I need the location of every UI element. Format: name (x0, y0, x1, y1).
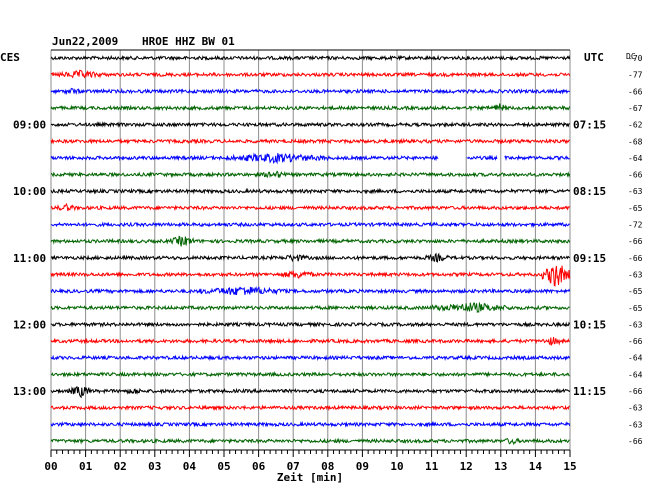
seismogram-trace (50, 420, 571, 428)
x-tick-label: 06 (252, 460, 266, 473)
left-hour-label: 12:00 (13, 318, 46, 331)
dc-label: DC (626, 52, 636, 61)
x-tick-label: 00 (44, 460, 57, 473)
x-tick-label: 10 (390, 460, 403, 473)
x-tick-label: 02 (114, 460, 127, 473)
dc-value-label: -64 (628, 154, 643, 163)
x-tick-label: 04 (183, 460, 197, 473)
x-tick-label: 09 (356, 460, 369, 473)
seismogram-trace (50, 235, 571, 247)
dc-value-label: -65 (628, 304, 643, 313)
dc-value-label: -67 (628, 104, 643, 113)
seismogram-trace (50, 404, 570, 412)
seismogram-trace (50, 385, 571, 399)
x-tick-label: 13 (494, 460, 507, 473)
left-hour-label: 10:00 (13, 185, 46, 198)
x-tick-label: 08 (321, 460, 334, 473)
seismogram-trace (50, 87, 570, 96)
dc-value-label: -64 (628, 354, 643, 363)
dc-value-label: -65 (628, 204, 643, 213)
x-tick-label: 05 (217, 460, 230, 473)
axis-labels: 00 01 02 03 04 05 06 07 08 09 10 11 12 13 14 15 -70 -77 -6… (13, 54, 643, 473)
dc-value-label: -77 (628, 71, 643, 80)
left-hour-label: 13:00 (13, 385, 46, 398)
x-tick-label: 07 (287, 460, 300, 473)
dc-value-label: -63 (628, 270, 643, 279)
x-tick-label: 15 (563, 460, 576, 473)
dc-value-label: -66 (628, 337, 643, 346)
dc-value-label: -68 (628, 137, 643, 146)
dc-value-label: -66 (628, 171, 643, 180)
seismogram-trace (50, 265, 571, 287)
x-tick-label: 14 (529, 460, 543, 473)
dc-value-label: -66 (628, 437, 643, 446)
x-axis-title: Zeit [min] (277, 471, 343, 484)
seismogram-trace (51, 170, 571, 179)
right-timezone-label: UTC (584, 51, 604, 64)
seismogram-trace (50, 54, 571, 62)
seismogram-trace (50, 252, 571, 263)
seismogram-trace (50, 437, 570, 446)
seismogram-trace (50, 321, 571, 328)
left-hour-label: 11:00 (13, 252, 46, 265)
seismogram-trace (50, 152, 570, 165)
dc-value-label: -65 (628, 287, 643, 296)
right-hour-label: 11:15 (573, 385, 606, 398)
seismogram-trace (50, 202, 571, 212)
right-hour-label: 08:15 (573, 185, 606, 198)
seismogram-trace (50, 337, 571, 347)
dc-value-label: -72 (628, 221, 643, 230)
seismogram-trace (50, 286, 571, 296)
seismogram-trace (50, 121, 570, 128)
dc-value-label: -63 (628, 420, 643, 429)
date-label: Jun22,2009 (52, 35, 118, 48)
left-hour-label: 09:00 (13, 119, 46, 132)
x-tick-label: 01 (79, 460, 93, 473)
seismogram-trace (50, 370, 570, 378)
dc-value-label: -66 (628, 254, 643, 263)
seismogram-trace (50, 137, 570, 145)
x-tick-label: 03 (148, 460, 161, 473)
seismogram-trace (50, 221, 570, 229)
dc-value-label: -64 (628, 370, 643, 379)
seismogram-trace (50, 301, 570, 313)
right-hour-label: 10:15 (573, 318, 606, 331)
seismogram-trace (50, 103, 571, 112)
seismogram-trace (50, 187, 571, 195)
x-tick-label: 11 (425, 460, 439, 473)
dc-value-label: -70 (628, 54, 643, 63)
station-label: HROE HHZ BW 01 (142, 35, 235, 48)
x-tick-label: 12 (460, 460, 473, 473)
seismogram-traces (50, 54, 571, 446)
right-hour-label: 09:15 (573, 252, 606, 265)
seismogram-trace (50, 69, 571, 79)
dc-value-label: -63 (628, 187, 643, 196)
seismogram-trace (50, 354, 571, 362)
dc-value-label: -62 (628, 121, 643, 130)
right-hour-label: 07:15 (573, 119, 606, 132)
dc-value-label: -63 (628, 404, 643, 413)
dc-value-label: -66 (628, 87, 643, 96)
left-timezone-label: CES (0, 51, 20, 64)
dc-value-label: -66 (628, 387, 643, 396)
dc-value-label: -63 (628, 320, 643, 329)
dc-value-label: -66 (628, 237, 643, 246)
